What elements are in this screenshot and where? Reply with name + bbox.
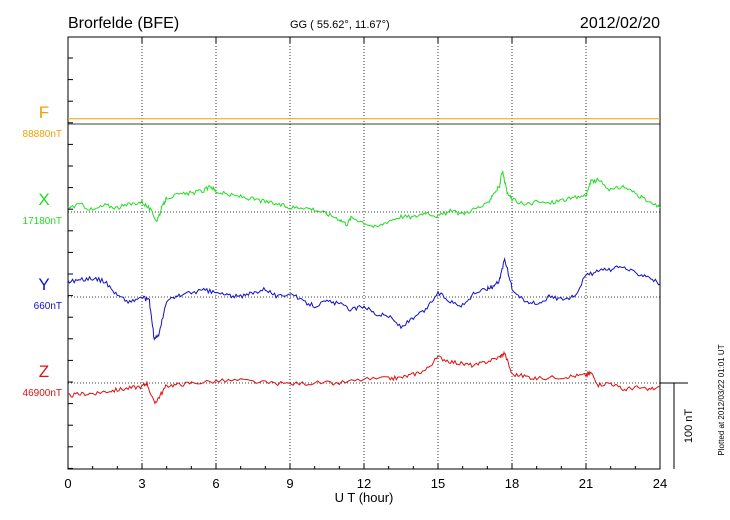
- vertical-gridlines: [141, 37, 587, 469]
- plotted-at-note: Plotted at 2012/03/22 01:01 UT: [717, 344, 726, 455]
- series-lines: [67, 118, 661, 405]
- series-labels: F 88880nT X 17180nT Y 660nT Z 46900nT: [23, 103, 62, 399]
- x-tick-label: 3: [138, 476, 145, 491]
- series-z-baseline-label: 46900nT: [23, 388, 62, 399]
- series-y-name: Y: [38, 275, 49, 294]
- x-tick-label: 15: [431, 476, 445, 491]
- series-x-line: [67, 169, 661, 229]
- series-y-line: [67, 257, 661, 341]
- axis-ticks: [67, 37, 661, 469]
- scale-bar: 100 nT: [660, 382, 695, 469]
- series-x-name: X: [38, 190, 49, 209]
- x-axis-label: U T (hour): [335, 490, 394, 505]
- scale-bar-label: 100 nT: [683, 409, 695, 444]
- station-title: Brorfelde (BFE): [68, 15, 179, 32]
- x-tick-label: 0: [64, 476, 71, 491]
- x-tick-label: 24: [653, 476, 667, 491]
- series-f-name: F: [39, 103, 49, 122]
- series-y-baseline-label: 660nT: [34, 301, 62, 312]
- x-tick-labels: 0 3 6 9 12 15 18 21 24: [64, 476, 667, 491]
- series-z-name: Z: [39, 362, 49, 381]
- x-tick-label: 18: [505, 476, 519, 491]
- x-tick-label: 12: [357, 476, 371, 491]
- series-z-line: [67, 350, 661, 405]
- series-x-baseline-label: 17180nT: [23, 216, 62, 227]
- x-tick-label: 21: [579, 476, 593, 491]
- chart-date: 2012/02/20: [580, 15, 660, 32]
- x-tick-label: 6: [212, 476, 219, 491]
- series-f-baseline-label: 88880nT: [23, 129, 62, 140]
- station-coords: GG ( 55.62°, 11.67°): [290, 19, 390, 31]
- x-tick-label: 9: [286, 476, 293, 491]
